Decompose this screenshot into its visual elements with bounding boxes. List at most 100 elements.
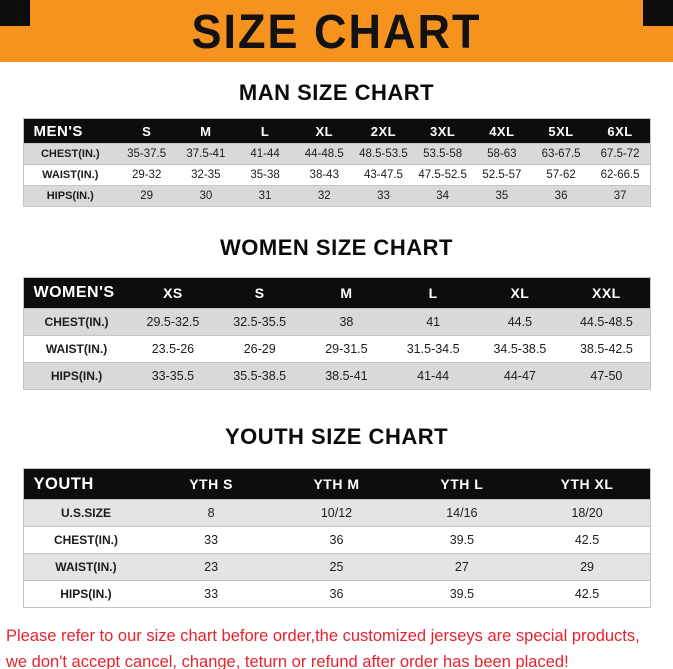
size-header-cell: S [216, 277, 304, 309]
table-row: WAIST(IN.) 29-32 32-35 35-38 38-43 43-47.5 47.… [23, 164, 650, 186]
banner: SIZE CHART [0, 0, 673, 62]
table-row: CHEST(IN.) 33 36 39.5 42.5 [23, 526, 650, 554]
value-cell: 37.5-41 [176, 143, 236, 165]
value-cell: 38 [303, 308, 390, 336]
size-header-cell: YTH XL [524, 468, 650, 500]
row-label-cell: WAIST(IN.) [23, 553, 149, 581]
size-header-cell: L [235, 118, 295, 144]
value-cell: 37 [590, 185, 650, 207]
value-cell: 57-62 [531, 164, 591, 186]
section-heading-men: MAN SIZE CHART [238, 80, 435, 105]
footer-notice: Please refer to our size chart before or… [6, 624, 673, 669]
value-cell: 10/12 [273, 499, 400, 527]
value-cell: 29.5-32.5 [129, 308, 217, 336]
value-cell: 35.5-38.5 [216, 362, 304, 390]
value-cell: 34 [413, 185, 473, 207]
size-header-cell: XS [129, 277, 217, 309]
table-row: CHEST(IN.) 29.5-32.5 32.5-35.5 38 41 44.5 44.5… [23, 308, 650, 336]
table-header-row: MEN'S S M L XL 2XL 3XL 4XL 5XL 6XL [23, 118, 650, 144]
value-cell: 42.5 [524, 526, 650, 554]
section-heading-women: WOMEN SIZE CHART [220, 235, 453, 260]
value-cell: 44.5-48.5 [563, 308, 650, 336]
men-size-table: MEN'S S M L XL 2XL 3XL 4XL 5XL 6XL CHEST(IN.) 35-37… [22, 118, 651, 207]
section-heading-youth: YOUTH SIZE CHART [224, 424, 449, 449]
value-cell: 32-35 [176, 164, 236, 186]
size-header-cell: XXL [563, 277, 650, 309]
value-cell: 44-47 [476, 362, 564, 390]
value-cell: 41-44 [235, 143, 295, 165]
value-cell: 41 [389, 308, 477, 336]
size-header-cell: XL [476, 277, 564, 309]
table-row: HIPS(IN.) 33 36 39.5 42.5 [23, 580, 650, 608]
value-cell: 36 [531, 185, 591, 207]
value-cell: 53.5-58 [413, 143, 473, 165]
size-header-cell: 2XL [353, 118, 414, 144]
value-cell: 8 [148, 499, 274, 527]
row-label-cell: HIPS(IN.) [23, 580, 149, 608]
row-label-cell: HIPS(IN.) [23, 185, 118, 207]
section-youth: YOUTH SIZE CHART YOUTH YTH S YTH M YTH L YTH… [0, 424, 673, 608]
corner-square-right [643, 0, 673, 26]
row-label-cell: U.S.SIZE [23, 499, 149, 527]
value-cell: 39.5 [399, 526, 525, 554]
value-cell: 33 [148, 580, 274, 608]
value-cell: 39.5 [399, 580, 525, 608]
row-label-cell: CHEST(IN.) [23, 143, 118, 165]
notice-line-1: Please refer to our size chart before or… [6, 627, 640, 645]
table-header-row: YOUTH YTH S YTH M YTH L YTH XL [23, 468, 650, 500]
value-cell: 47.5-52.5 [413, 164, 473, 186]
value-cell: 35 [472, 185, 532, 207]
size-header-cell: 5XL [531, 118, 591, 144]
value-cell: 36 [273, 526, 400, 554]
value-cell: 23.5-26 [129, 335, 217, 363]
corner-square-left [0, 0, 30, 26]
section-women: WOMEN SIZE CHART WOMEN'S XS S M L XL XXL CHEST(… [0, 235, 673, 390]
row-label-cell: HIPS(IN.) [23, 362, 130, 390]
size-header-cell: 6XL [590, 118, 650, 144]
value-cell: 32 [294, 185, 354, 207]
table-title-cell: MEN'S [23, 118, 118, 144]
notice-line-2: we don't accept cancel, change, teturn o… [6, 652, 569, 669]
value-cell: 30 [176, 185, 236, 207]
value-cell: 35-37.5 [117, 143, 177, 165]
size-header-cell: YTH M [273, 468, 400, 500]
value-cell: 33-35.5 [129, 362, 217, 390]
value-cell: 67.5-72 [590, 143, 650, 165]
value-cell: 58-63 [472, 143, 532, 165]
size-header-cell: YTH S [148, 468, 274, 500]
section-men: MAN SIZE CHART MEN'S S M L XL 2XL 3XL 4XL 5XL 6XL… [0, 80, 673, 207]
row-label-cell: CHEST(IN.) [23, 526, 149, 554]
table-row: HIPS(IN.) 29 30 31 32 33 34 35 36 37 [23, 185, 650, 207]
youth-size-table: YOUTH YTH S YTH M YTH L YTH XL U.S.SIZE 8 10/12… [22, 468, 651, 608]
table-row: HIPS(IN.) 33-35.5 35.5-38.5 38.5-41 41-44 44-… [23, 362, 650, 390]
row-label-cell: WAIST(IN.) [23, 164, 118, 186]
value-cell: 42.5 [524, 580, 650, 608]
table-title-cell: WOMEN'S [23, 277, 130, 309]
row-label-cell: CHEST(IN.) [23, 308, 130, 336]
page-title: SIZE CHART [191, 3, 482, 59]
table-row: WAIST(IN.) 23 25 27 29 [23, 553, 650, 581]
row-label-cell: WAIST(IN.) [23, 335, 130, 363]
table-row: U.S.SIZE 8 10/12 14/16 18/20 [23, 499, 650, 527]
value-cell: 26-29 [216, 335, 304, 363]
value-cell: 62-66.5 [590, 164, 650, 186]
value-cell: 47-50 [563, 362, 650, 390]
value-cell: 38.5-41 [303, 362, 390, 390]
value-cell: 48.5-53.5 [353, 143, 414, 165]
size-header-cell: M [303, 277, 390, 309]
value-cell: 44.5 [476, 308, 564, 336]
size-header-cell: XL [294, 118, 354, 144]
value-cell: 14/16 [399, 499, 525, 527]
table-header-row: WOMEN'S XS S M L XL XXL [23, 277, 650, 309]
size-header-cell: L [389, 277, 477, 309]
value-cell: 33 [353, 185, 414, 207]
value-cell: 38-43 [294, 164, 354, 186]
value-cell: 33 [148, 526, 274, 554]
value-cell: 29 [524, 553, 650, 581]
value-cell: 23 [148, 553, 274, 581]
value-cell: 31 [235, 185, 295, 207]
value-cell: 63-67.5 [531, 143, 591, 165]
table-title-cell: YOUTH [23, 468, 149, 500]
value-cell: 32.5-35.5 [216, 308, 304, 336]
